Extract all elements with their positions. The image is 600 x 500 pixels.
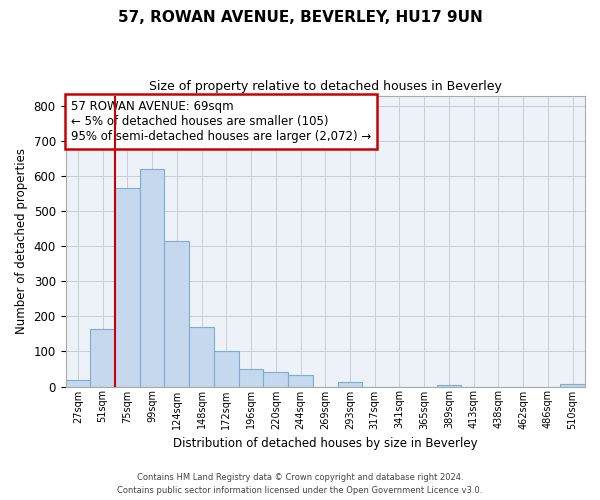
Bar — [214, 352, 239, 386]
Bar — [90, 328, 115, 386]
Text: 57, ROWAN AVENUE, BEVERLEY, HU17 9UN: 57, ROWAN AVENUE, BEVERLEY, HU17 9UN — [118, 10, 482, 25]
Bar — [437, 385, 461, 386]
Bar — [189, 327, 214, 386]
Bar — [115, 188, 140, 386]
Bar — [560, 384, 585, 386]
Title: Size of property relative to detached houses in Beverley: Size of property relative to detached ho… — [149, 80, 502, 93]
X-axis label: Distribution of detached houses by size in Beverley: Distribution of detached houses by size … — [173, 437, 478, 450]
Bar — [239, 369, 263, 386]
Bar — [140, 169, 164, 386]
Text: Contains HM Land Registry data © Crown copyright and database right 2024.
Contai: Contains HM Land Registry data © Crown c… — [118, 474, 482, 495]
Bar — [338, 382, 362, 386]
Y-axis label: Number of detached properties: Number of detached properties — [15, 148, 28, 334]
Text: 57 ROWAN AVENUE: 69sqm
← 5% of detached houses are smaller (105)
95% of semi-det: 57 ROWAN AVENUE: 69sqm ← 5% of detached … — [71, 100, 371, 143]
Bar — [164, 241, 189, 386]
Bar — [65, 380, 90, 386]
Bar — [288, 375, 313, 386]
Bar — [263, 372, 288, 386]
